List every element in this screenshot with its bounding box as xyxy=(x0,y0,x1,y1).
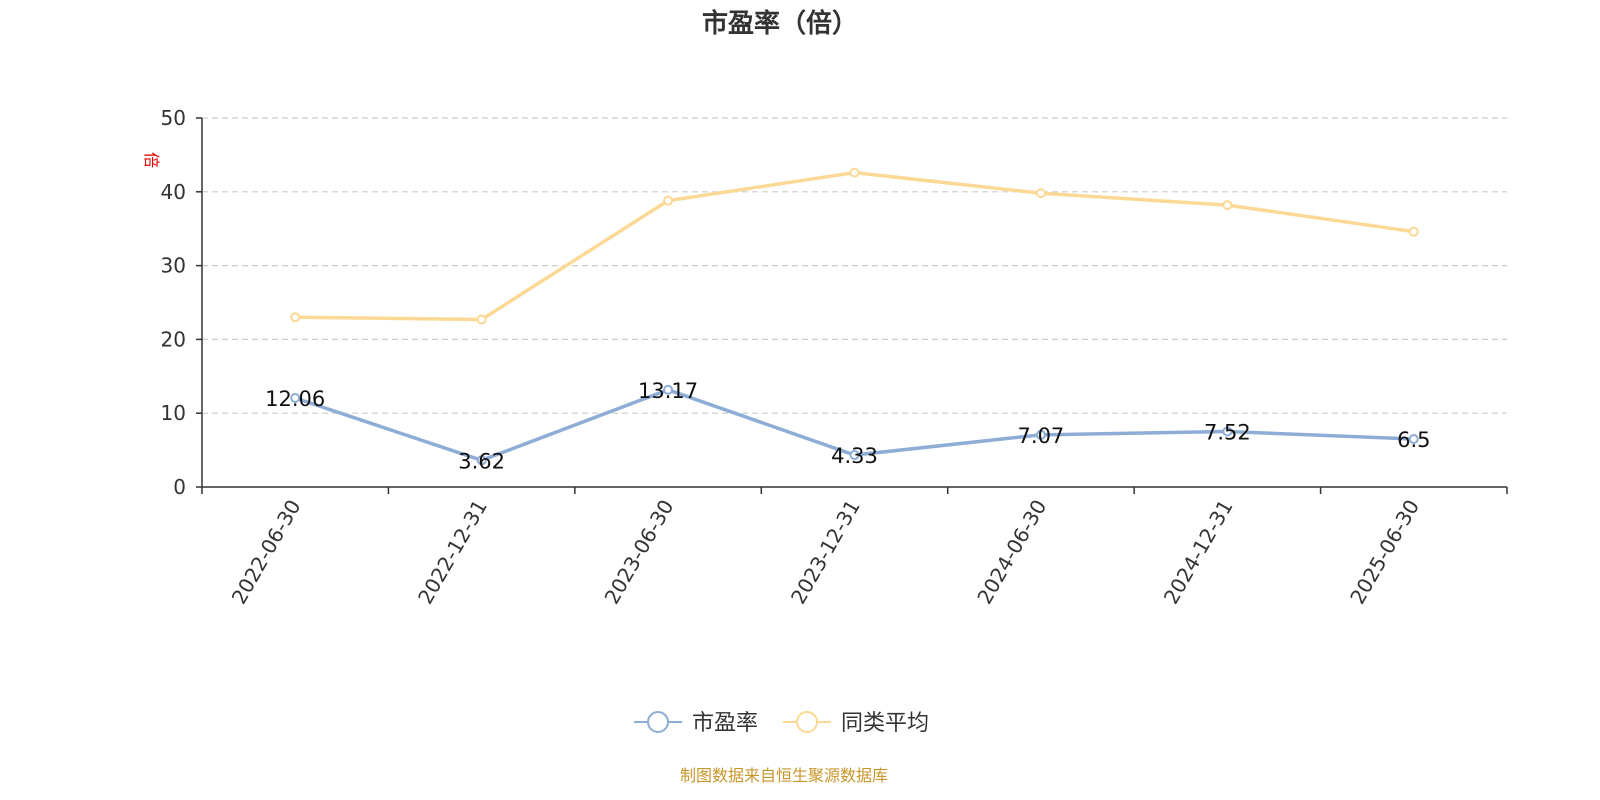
x-tick-label: 2025-06-30 xyxy=(1345,496,1424,609)
y-tick-label: 0 xyxy=(173,475,186,499)
data-point xyxy=(476,314,487,325)
y-tick-label: 30 xyxy=(161,254,186,278)
data-point xyxy=(476,455,487,466)
data-labels: 12.06 3.62 13.17 4.33 7.07 7.52 6.5 xyxy=(265,379,1430,473)
legend-label: 同类平均 xyxy=(841,711,929,736)
x-tick-label: 2024-12-31 xyxy=(1159,496,1238,609)
data-point xyxy=(290,392,301,403)
legend-swatch-marker xyxy=(647,711,669,733)
data-point xyxy=(1035,429,1046,440)
data-label: 4.33 xyxy=(831,444,878,468)
y-tick-label: 40 xyxy=(161,180,186,204)
data-point xyxy=(1035,188,1046,199)
data-label: 7.52 xyxy=(1204,421,1251,445)
y-tick-label: 10 xyxy=(161,401,186,425)
data-point xyxy=(849,167,860,178)
data-point xyxy=(663,384,674,395)
chart-title: 市盈率（倍） xyxy=(702,8,858,39)
data-point xyxy=(663,195,674,206)
data-label: 7.07 xyxy=(1018,424,1065,448)
y-axis-unit-label: 倍 xyxy=(142,152,161,168)
x-tick-label: 2023-06-30 xyxy=(599,496,678,609)
data-point xyxy=(1408,434,1419,445)
series-line xyxy=(295,170,1415,322)
legend-item[interactable]: 市盈率 xyxy=(634,711,758,736)
y-tick-label: 50 xyxy=(161,106,186,130)
data-point xyxy=(290,312,301,323)
grid xyxy=(202,117,1507,414)
legend[interactable]: 市盈率 同类平均 xyxy=(634,711,929,736)
x-tick-label: 2023-12-31 xyxy=(786,496,865,609)
series xyxy=(290,167,1419,466)
data-point xyxy=(849,450,860,461)
data-label: 13.17 xyxy=(638,379,698,403)
data-label: 12.06 xyxy=(265,387,325,411)
legend-swatch-marker xyxy=(796,711,818,733)
data-label: 3.62 xyxy=(458,449,505,473)
x-tick-label: 2022-12-31 xyxy=(413,496,492,609)
data-label: 6.5 xyxy=(1397,428,1430,452)
legend-item[interactable]: 同类平均 xyxy=(783,711,929,736)
data-point xyxy=(1222,426,1233,437)
y-tick-label: 20 xyxy=(161,327,186,351)
axes: 0 10 20 30 40 50 2022-06-30 2022-12-31 2023-06-3… xyxy=(161,106,1508,609)
data-point xyxy=(1408,226,1419,237)
x-tick-label: 2022-06-30 xyxy=(227,496,306,609)
x-tick-label: 2024-06-30 xyxy=(972,496,1051,609)
data-point xyxy=(1222,200,1233,211)
source-note: 制图数据来自恒生聚源数据库 xyxy=(680,766,888,785)
legend-label: 市盈率 xyxy=(692,711,758,736)
